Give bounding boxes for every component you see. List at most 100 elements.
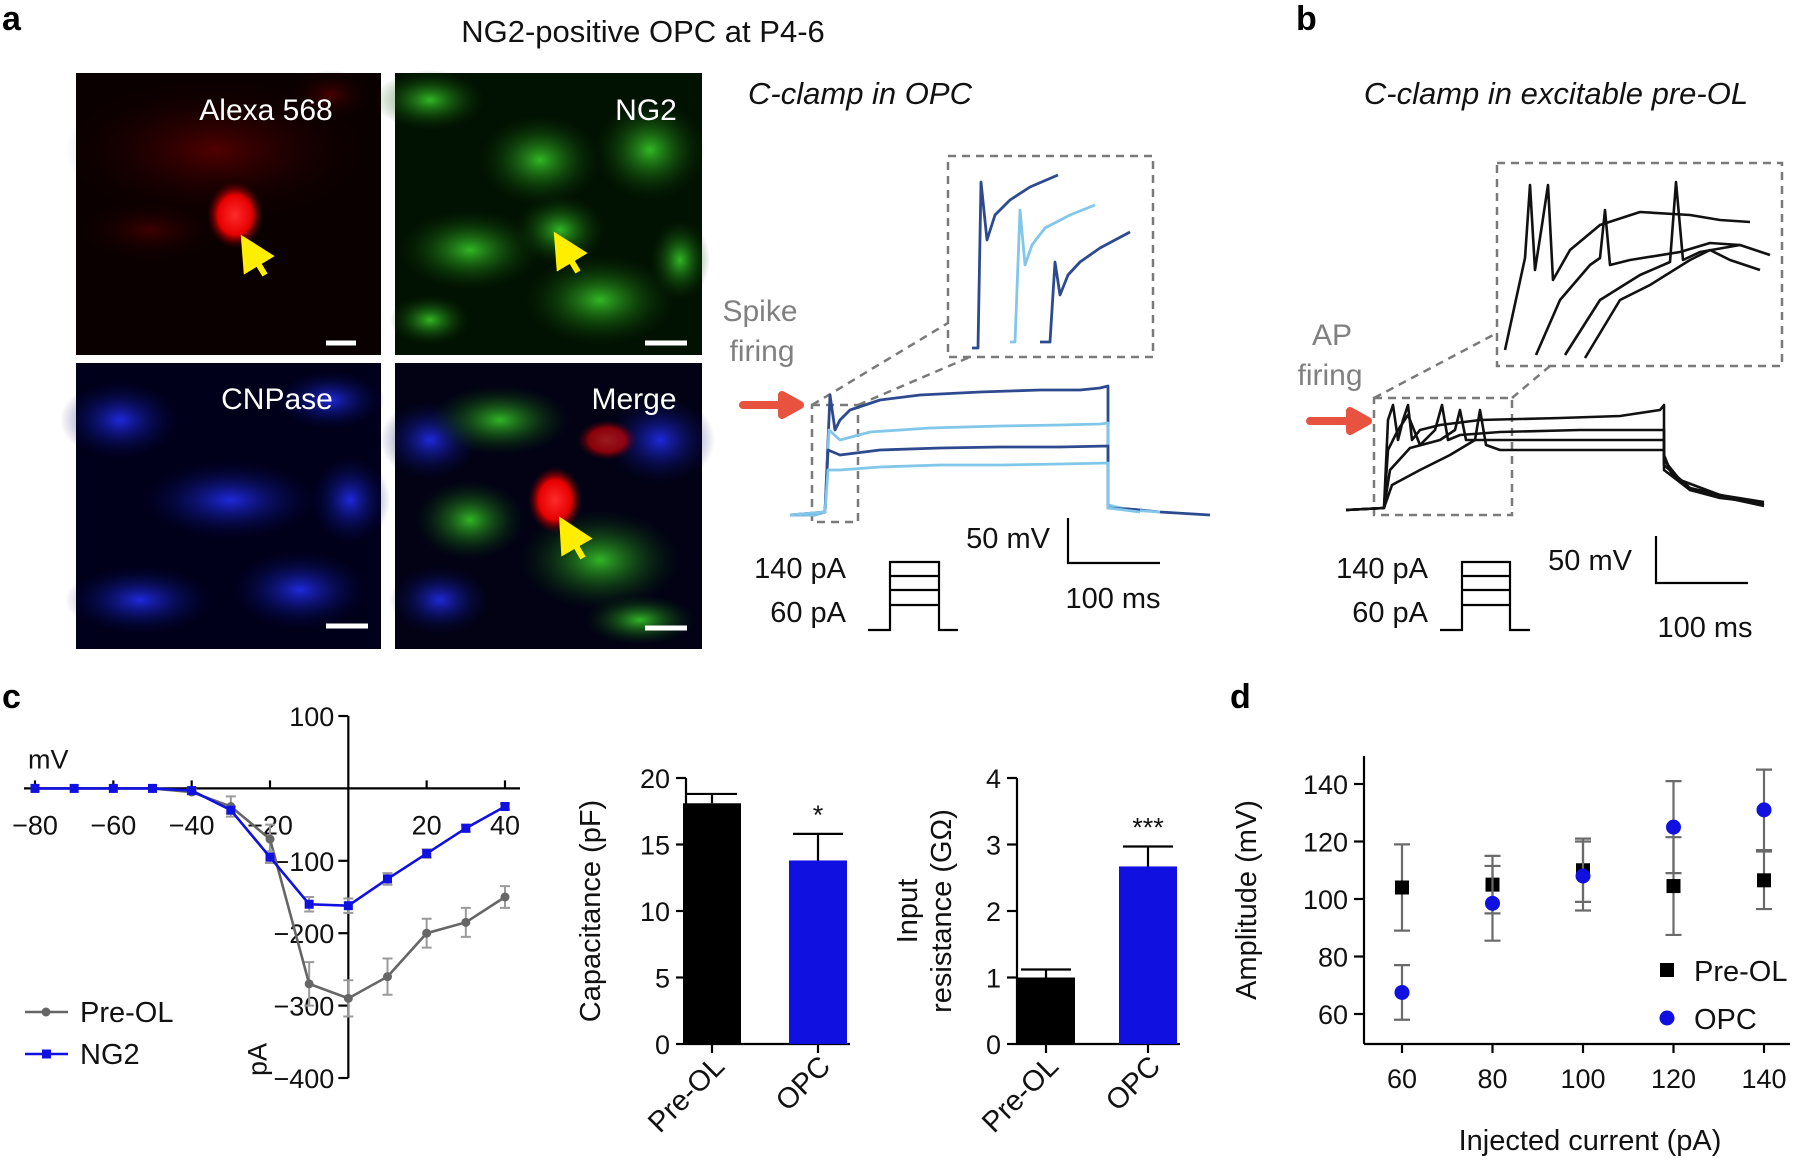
image-ng2: NG2 — [375, 70, 710, 355]
error-bar — [1021, 968, 1071, 978]
y-axis-label: Amplitude (mV) — [1231, 800, 1263, 1000]
data-point — [69, 783, 79, 793]
panel-a-title: NG2-positive OPC at P4-6 — [461, 14, 825, 49]
x-axis-label: mV — [28, 744, 69, 774]
data-point — [148, 783, 157, 793]
x-axis-label: Injected current (pA) — [1459, 1125, 1722, 1157]
panel-b-letter: b — [1296, 0, 1317, 38]
y-tick-label: 10 — [640, 897, 670, 927]
step-low: 60 pA — [1352, 597, 1428, 629]
preol-traces — [1345, 180, 1771, 512]
step-protocol-opc: 140 pA 60 pA — [754, 553, 958, 632]
zoom-box-preol — [1372, 161, 1784, 517]
red-arrow-icon — [739, 391, 804, 419]
step-high: 140 pA — [1336, 553, 1429, 585]
yellow-arrow-icon — [553, 231, 588, 274]
y-axis-label: Capacitance (pF) — [575, 800, 607, 1022]
y-tick-label: 20 — [640, 764, 670, 794]
x-tick-label: −40 — [169, 810, 215, 840]
y-tick-label: 1 — [986, 964, 1001, 994]
data-point — [500, 892, 510, 902]
data-point — [187, 786, 197, 796]
data-point — [1485, 895, 1500, 911]
data-point — [383, 874, 392, 884]
data-point — [30, 783, 40, 793]
panel-d-letter: d — [1230, 678, 1251, 716]
y-axis-label-line1: Input — [892, 879, 924, 944]
x-tick-label: 80 — [1477, 1064, 1507, 1094]
data-point — [1395, 880, 1409, 895]
y-tick-label: −200 — [274, 919, 335, 949]
y-axis-label-line2: resistance (GΩ) — [926, 809, 958, 1013]
data-point — [226, 805, 236, 815]
y-tick-label: −400 — [274, 1064, 335, 1094]
legend-marker — [42, 1049, 51, 1059]
legend-marker — [1660, 963, 1674, 977]
bar — [789, 860, 847, 1044]
x-tick-label: OPC — [770, 1050, 837, 1117]
error-bar — [793, 832, 843, 861]
data-point — [1575, 868, 1591, 884]
data-point — [304, 899, 314, 909]
scale-mv: 50 mV — [1548, 545, 1632, 577]
y-tick-label: 60 — [1318, 1000, 1348, 1030]
y-tick-label: 15 — [640, 831, 670, 861]
data-point — [304, 979, 314, 989]
data-point — [422, 849, 432, 859]
y-tick-label: 4 — [986, 764, 1001, 794]
amplitude-chart: 60 80 100 120 140 60 80 100 120 140 Injected curre… — [1231, 756, 1790, 1157]
y-tick-label: 0 — [655, 1030, 670, 1060]
opc-traces — [789, 173, 1211, 517]
data-point — [1394, 984, 1410, 1000]
step-high: 140 pA — [754, 553, 847, 585]
x-tick-label: 100 — [1560, 1064, 1605, 1094]
legend-marker — [1659, 1010, 1675, 1026]
error-bar — [1123, 845, 1173, 867]
legend-label: NG2 — [80, 1039, 140, 1071]
x-tick-label: 120 — [1651, 1064, 1696, 1094]
y-tick-label: 80 — [1318, 943, 1348, 973]
data-point — [343, 901, 353, 911]
y-axis-label: pA — [242, 1043, 272, 1076]
bar — [1017, 977, 1075, 1044]
legend-label: Pre-OL — [80, 997, 173, 1029]
data-point — [265, 852, 275, 862]
x-tick-label: Pre-OL — [976, 1050, 1065, 1139]
iv-chart: 100−100−200−300−400−80 −60 −40 −20 20 40mVpAP… — [12, 702, 520, 1094]
bar — [1119, 866, 1177, 1044]
trace-title-preol: C-clamp in excitable pre-OL — [1364, 76, 1748, 111]
data-point — [1666, 879, 1681, 894]
zoom-box-opc — [810, 154, 1155, 524]
image-label: Merge — [591, 383, 676, 416]
x-tick-label: 60 — [1387, 1064, 1417, 1094]
legend-marker — [41, 1007, 51, 1017]
scale-bar-opc: 50 mV 100 ms — [966, 518, 1161, 615]
legend-label: OPC — [1694, 1004, 1757, 1036]
data-point — [500, 802, 510, 811]
data-point — [383, 972, 392, 982]
data-point — [461, 917, 471, 927]
scale-mv: 50 mV — [966, 523, 1050, 555]
image-merge: Merge — [380, 363, 715, 649]
image-cnpase: CNPase — [60, 363, 390, 649]
y-tick-label: 120 — [1303, 828, 1348, 858]
image-label: Alexa 568 — [199, 94, 332, 127]
data-point — [1756, 802, 1772, 818]
y-tick-label: 0 — [986, 1030, 1001, 1060]
data-point — [108, 783, 118, 793]
x-tick-label: −60 — [90, 810, 136, 840]
x-tick-label: 140 — [1741, 1064, 1786, 1094]
data-point — [422, 928, 432, 938]
y-tick-label: −300 — [274, 992, 335, 1022]
x-tick-label: OPC — [1100, 1050, 1167, 1117]
y-tick-label: 100 — [289, 702, 334, 732]
annotation-spike: Spike — [722, 295, 797, 328]
y-tick-label: 100 — [1303, 885, 1348, 915]
step-low: 60 pA — [770, 597, 846, 629]
significance-label: *** — [1132, 812, 1164, 842]
x-tick-label: 40 — [490, 810, 520, 840]
step-protocol-preol: 140 pA 60 pA — [1336, 553, 1530, 632]
significance-label: * — [813, 800, 824, 830]
x-tick-label: −80 — [12, 810, 58, 840]
